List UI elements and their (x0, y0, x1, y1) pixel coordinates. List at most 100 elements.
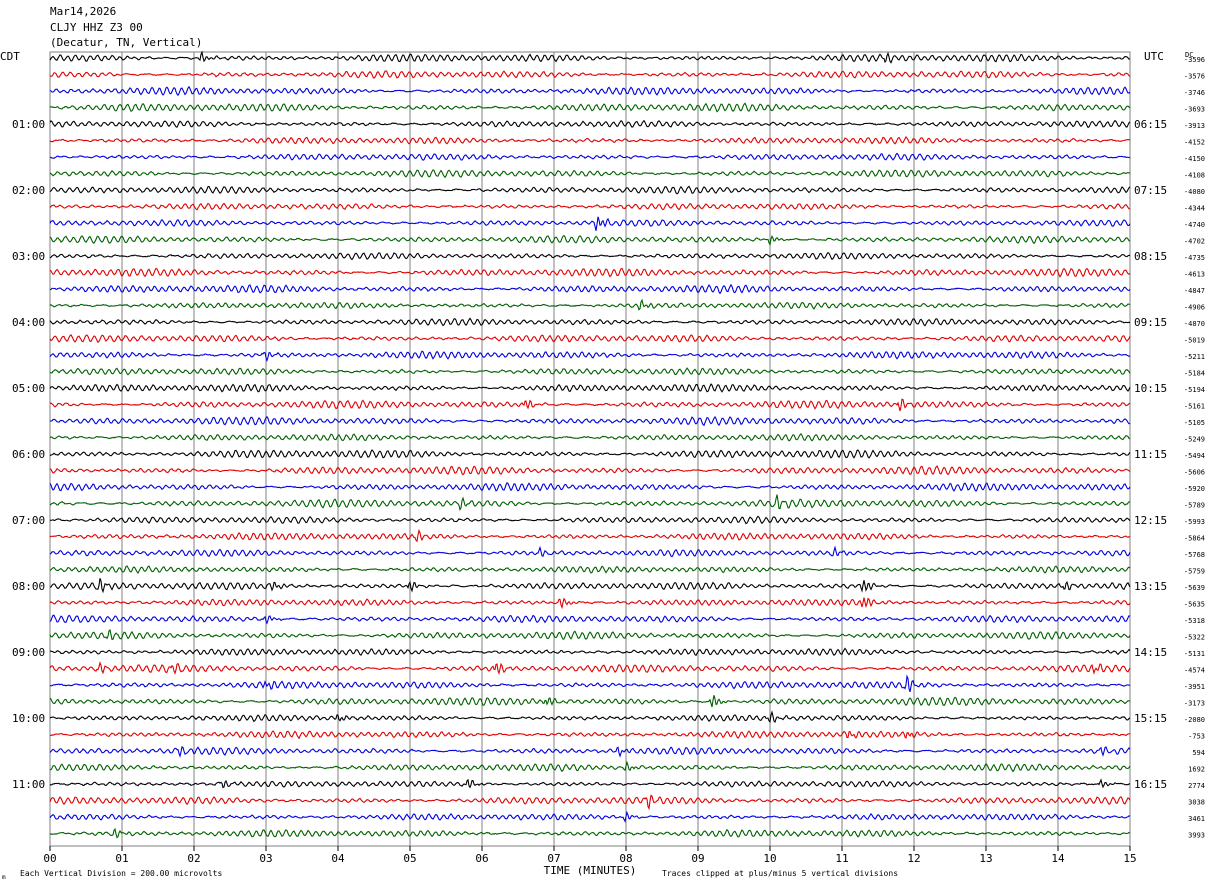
right-hour-label: 13:15 (1134, 580, 1167, 593)
x-tick-label: 01 (115, 852, 128, 865)
dc-offset-label: -4080 (1184, 188, 1205, 196)
right-hour-label: 11:15 (1134, 448, 1167, 461)
trace-row (49, 827, 1131, 839)
dc-offset-label: 2774 (1188, 782, 1205, 790)
trace-row (49, 185, 1131, 195)
left-hour-label: 01:00 (12, 118, 45, 131)
trace-row (49, 85, 1131, 97)
trace-row (49, 234, 1131, 247)
dc-offset-label: -5789 (1184, 502, 1205, 510)
left-hour-label: 11:00 (12, 778, 45, 791)
right-hour-label: 08:15 (1134, 250, 1167, 263)
left-hour-label: 03:00 (12, 250, 45, 263)
right-hour-label: 07:15 (1134, 184, 1167, 197)
right-hour-label: 10:15 (1134, 382, 1167, 395)
left-axis-title: CDT (0, 50, 20, 63)
trace-row (49, 745, 1131, 758)
dc-offset-label: -4108 (1184, 172, 1205, 180)
dc-offset-label: -4847 (1184, 287, 1205, 295)
dc-offset-label: -3576 (1184, 73, 1205, 81)
dc-offset-label: -5211 (1184, 353, 1205, 361)
left-hour-label: 04:00 (12, 316, 45, 329)
trace-row (49, 298, 1131, 311)
trace-row (49, 578, 1131, 594)
trace-row (49, 152, 1131, 161)
dc-offset-label: 3038 (1188, 799, 1205, 807)
dc-offset-label: -5184 (1184, 370, 1205, 378)
trace-row (49, 70, 1131, 80)
x-tick-label: 08 (619, 852, 632, 865)
dc-offset-label: -4906 (1184, 304, 1205, 312)
trace-row (49, 597, 1131, 610)
trace-row (49, 50, 1131, 64)
dc-offset-label: -5194 (1184, 386, 1205, 394)
trace-row (49, 317, 1131, 327)
trace-row (49, 267, 1131, 278)
dc-offset-label: -5249 (1184, 436, 1205, 444)
left-hour-label: 08:00 (12, 580, 45, 593)
dc-offset-label: -4150 (1184, 155, 1205, 163)
dc-offset-label: -5318 (1184, 617, 1205, 625)
trace-row (49, 251, 1131, 261)
dc-offset-label: -3596 (1184, 56, 1205, 64)
trace-row (49, 528, 1131, 543)
trace-row (49, 515, 1131, 525)
dc-offset-label: -5606 (1184, 469, 1205, 477)
dc-offset-label: -5161 (1184, 403, 1205, 411)
x-tick-label: 00 (43, 852, 56, 865)
x-tick-label: 09 (691, 852, 704, 865)
dc-offset-label: -4152 (1184, 139, 1205, 147)
trace-row (49, 465, 1131, 476)
dc-offset-label: -4613 (1184, 271, 1205, 279)
trace-row (49, 367, 1131, 376)
dc-offset-label: -5864 (1184, 535, 1205, 543)
left-hour-label: 09:00 (12, 646, 45, 659)
location-label: (Decatur, TN, Vertical) (50, 36, 203, 49)
trace-row (49, 760, 1131, 773)
right-axis-title: UTC (1144, 50, 1164, 63)
left-hour-label: 07:00 (12, 514, 45, 527)
x-tick-label: 11 (835, 852, 848, 865)
dc-offset-label: -5494 (1184, 452, 1205, 460)
trace-row (49, 350, 1131, 363)
dc-offset-label: -3951 (1184, 683, 1205, 691)
trace-row (49, 415, 1131, 427)
chart-grid (49, 51, 1131, 851)
trace-row (49, 102, 1131, 113)
x-axis-title: TIME (MINUTES) (544, 864, 637, 877)
trace-row (49, 283, 1131, 295)
trace-row (49, 661, 1131, 675)
dc-offset-label: 3461 (1188, 815, 1205, 823)
dc-label: DC (1185, 51, 1193, 59)
trace-row (49, 136, 1131, 145)
dc-offset-label: -5639 (1184, 584, 1205, 592)
trace-row (49, 432, 1131, 442)
trace-row (49, 216, 1131, 231)
dc-offset-label: 594 (1192, 749, 1205, 757)
trace-row (49, 628, 1131, 641)
dc-offset-label: -4574 (1184, 667, 1205, 675)
dc-offset-label: -5768 (1184, 551, 1205, 559)
trace-row (49, 647, 1131, 657)
trace-row (49, 119, 1131, 129)
dc-offset-label: 3993 (1188, 832, 1205, 840)
x-tick-label: 14 (1051, 852, 1065, 865)
right-hour-label: 12:15 (1134, 514, 1167, 527)
dc-offset-label: -4870 (1184, 320, 1205, 328)
seismic-traces (49, 50, 1131, 839)
x-tick-label: 15 (1123, 852, 1136, 865)
x-tick-label: 10 (763, 852, 776, 865)
x-tick-label: 06 (475, 852, 488, 865)
x-tick-label: 03 (259, 852, 272, 865)
trace-row (49, 810, 1131, 823)
dc-offset-label: -5322 (1184, 634, 1205, 642)
dc-offset-label: -3173 (1184, 700, 1205, 708)
dc-offset-label: -3693 (1184, 106, 1205, 114)
scale-note: Each Vertical Division = 200.00 microvol… (20, 869, 222, 878)
trace-row (49, 778, 1131, 789)
dc-offset-label: -2080 (1184, 716, 1205, 724)
trace-row (49, 333, 1131, 344)
left-hour-label: 06:00 (12, 448, 45, 461)
trace-row (49, 794, 1131, 811)
